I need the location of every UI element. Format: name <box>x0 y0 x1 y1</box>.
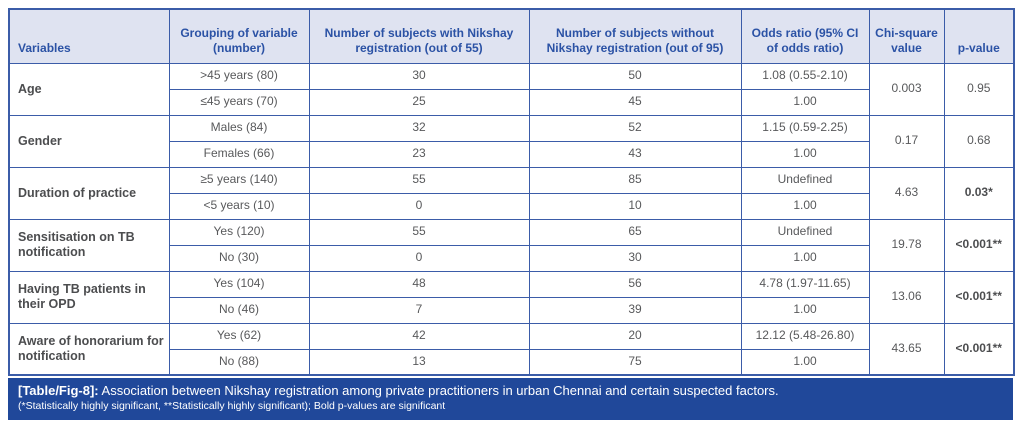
without-registration-cell: 43 <box>528 140 742 168</box>
grouping-cell: Males (84) <box>168 114 310 142</box>
odds-ratio-cell: 1.00 <box>740 140 870 168</box>
table-row: Sensitisation on TB notification Yes (120… <box>8 218 1015 272</box>
grouping-cell: <5 years (10) <box>168 192 310 220</box>
p-value-cell: <0.001** <box>943 218 1015 272</box>
table-row: Aware of honorarium for notification Yes … <box>8 322 1015 376</box>
without-registration-cell: 20 <box>528 322 742 350</box>
variable-cell: Aware of honorarium for notification <box>8 322 170 376</box>
caption-bar: [Table/Fig-8]: Association between Niksh… <box>8 378 1013 420</box>
without-registration-cell: 45 <box>528 88 742 116</box>
p-value-cell: <0.001** <box>943 270 1015 324</box>
without-registration-cell: 56 <box>528 270 742 298</box>
p-value-cell: <0.001** <box>943 322 1015 376</box>
table-row: No (46) 7 39 1.00 <box>9 296 1014 324</box>
with-registration-cell: 25 <box>308 88 530 116</box>
header-odds-ratio: Odds ratio (95% CI of odds ratio) <box>740 8 870 64</box>
odds-ratio-cell: 1.00 <box>740 192 870 220</box>
without-registration-cell: 39 <box>528 296 742 324</box>
grouping-cell: Yes (62) <box>168 322 310 350</box>
grouping-cell: ≥5 years (140) <box>168 166 310 194</box>
with-registration-cell: 0 <box>308 244 530 272</box>
odds-ratio-cell: 4.78 (1.97-11.65) <box>740 270 870 298</box>
table-row: <5 years (10) 0 10 1.00 <box>9 192 1014 220</box>
variable-cell: Age <box>8 62 170 116</box>
p-value-cell: 0.95 <box>943 62 1015 116</box>
header-grouping: Grouping of variable (number) <box>168 8 310 64</box>
without-registration-cell: 52 <box>528 114 742 142</box>
with-registration-cell: 42 <box>308 322 530 350</box>
header-with-registration: Number of subjects with Nikshay registra… <box>308 8 530 64</box>
odds-ratio-cell: 1.00 <box>740 296 870 324</box>
with-registration-cell: 32 <box>308 114 530 142</box>
table-header: Variables Grouping of variable (number) … <box>8 8 1015 64</box>
table-row: Having TB patients in their OPD Yes (104)… <box>8 270 1015 324</box>
without-registration-cell: 75 <box>528 348 742 376</box>
header-chi-square: Chi-square value <box>868 8 945 64</box>
grouping-cell: No (88) <box>168 348 310 376</box>
header-variables: Variables <box>8 8 170 64</box>
odds-ratio-cell: 1.00 <box>740 244 870 272</box>
variable-cell: Duration of practice <box>8 166 170 220</box>
with-registration-cell: 55 <box>308 166 530 194</box>
with-registration-cell: 13 <box>308 348 530 376</box>
grouping-cell: Females (66) <box>168 140 310 168</box>
without-registration-cell: 30 <box>528 244 742 272</box>
p-value-cell: 0.68 <box>943 114 1015 168</box>
table-row: No (88) 13 75 1.00 <box>9 348 1014 376</box>
grouping-cell: ≤45 years (70) <box>168 88 310 116</box>
grouping-cell: No (30) <box>168 244 310 272</box>
odds-ratio-cell: 1.00 <box>740 88 870 116</box>
variable-cell: Sensitisation on TB notification <box>8 218 170 272</box>
with-registration-cell: 48 <box>308 270 530 298</box>
odds-ratio-cell: 1.00 <box>740 348 870 376</box>
table-row: Females (66) 23 43 1.00 <box>9 140 1014 168</box>
grouping-cell: Yes (120) <box>168 218 310 246</box>
odds-ratio-cell: 12.12 (5.48-26.80) <box>740 322 870 350</box>
grouping-cell: Yes (104) <box>168 270 310 298</box>
table-row: Duration of practice ≥5 years (140) 55 85 Un… <box>8 166 1015 220</box>
with-registration-cell: 30 <box>308 62 530 90</box>
grouping-cell: >45 years (80) <box>168 62 310 90</box>
header-p-value: p-value <box>943 8 1015 64</box>
header-without-registration: Number of subjects without Nikshay regis… <box>528 8 742 64</box>
table-footnote: (*Statistically highly significant, **St… <box>18 400 446 413</box>
odds-ratio-cell: 1.15 (0.59-2.25) <box>740 114 870 142</box>
chi-square-cell: 19.78 <box>868 218 945 272</box>
variable-cell: Having TB patients in their OPD <box>8 270 170 324</box>
table-caption: [Table/Fig-8]: Association between Niksh… <box>18 383 1003 399</box>
odds-ratio-cell: 1.08 (0.55-2.10) <box>740 62 870 90</box>
without-registration-cell: 50 <box>528 62 742 90</box>
table-row: ≤45 years (70) 25 45 1.00 <box>9 88 1014 116</box>
chi-square-cell: 0.003 <box>868 62 945 116</box>
with-registration-cell: 23 <box>308 140 530 168</box>
table-caption-label: [Table/Fig-8]: <box>18 383 99 398</box>
table-row: Age >45 years (80) 30 50 1.08 (0.55-2.10) 0.0… <box>8 62 1015 116</box>
without-registration-cell: 85 <box>528 166 742 194</box>
odds-ratio-cell: Undefined <box>740 166 870 194</box>
p-value-cell: 0.03* <box>943 166 1015 220</box>
without-registration-cell: 65 <box>528 218 742 246</box>
chi-square-cell: 4.63 <box>868 166 945 220</box>
association-table: Variables Grouping of variable (number) … <box>8 8 1015 376</box>
table-caption-text: Association between Nikshay registration… <box>98 383 779 398</box>
table-body: Age >45 years (80) 30 50 1.08 (0.55-2.10) 0.0… <box>8 62 1015 376</box>
with-registration-cell: 0 <box>308 192 530 220</box>
grouping-cell: No (46) <box>168 296 310 324</box>
without-registration-cell: 10 <box>528 192 742 220</box>
header-row: Variables Grouping of variable (number) … <box>8 8 1015 64</box>
odds-ratio-cell: Undefined <box>740 218 870 246</box>
chi-square-cell: 13.06 <box>868 270 945 324</box>
with-registration-cell: 55 <box>308 218 530 246</box>
chi-square-cell: 43.65 <box>868 322 945 376</box>
table-row: Gender Males (84) 32 52 1.15 (0.59-2.25) 0.17… <box>8 114 1015 168</box>
variable-cell: Gender <box>8 114 170 168</box>
chi-square-cell: 0.17 <box>868 114 945 168</box>
with-registration-cell: 7 <box>308 296 530 324</box>
